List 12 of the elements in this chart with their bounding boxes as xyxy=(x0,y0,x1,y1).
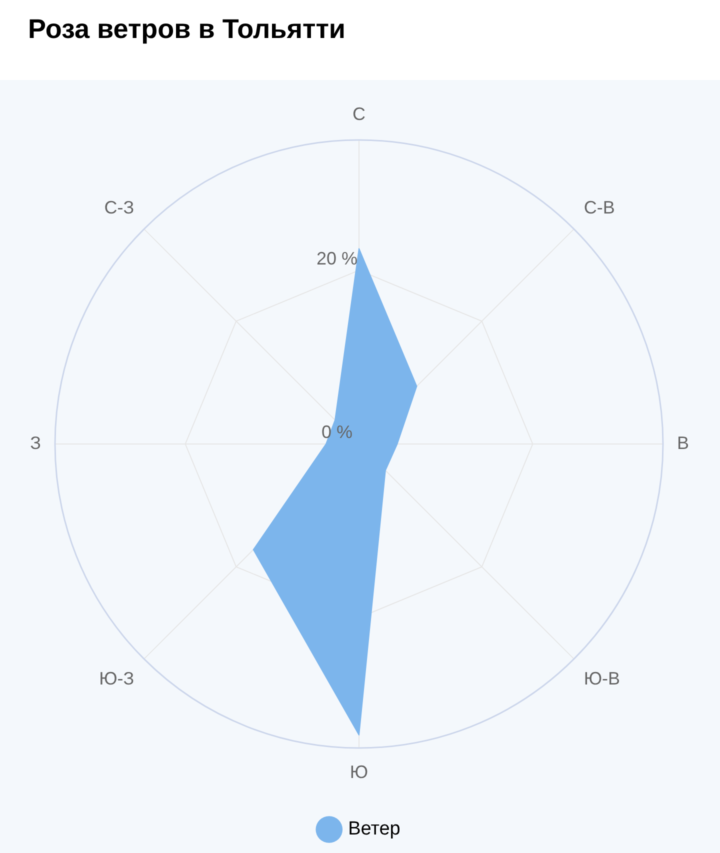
y-tick-label: 20 % xyxy=(316,248,358,268)
spoke-label: Ю-В xyxy=(584,668,620,689)
spoke-label: Ю xyxy=(350,762,368,782)
spoke-label: В xyxy=(676,432,690,453)
legend-label: Ветер xyxy=(348,818,400,840)
spoke-label: З xyxy=(30,432,42,453)
spoke-label: С-З xyxy=(104,197,134,218)
chart-title: Роза ветров в Тольятти xyxy=(27,13,347,46)
y-tick-label: 0 % xyxy=(321,422,353,442)
spoke-label: Ю-З xyxy=(99,668,134,689)
spoke-label: С xyxy=(352,104,366,124)
spoke-label: С-В xyxy=(584,197,615,218)
